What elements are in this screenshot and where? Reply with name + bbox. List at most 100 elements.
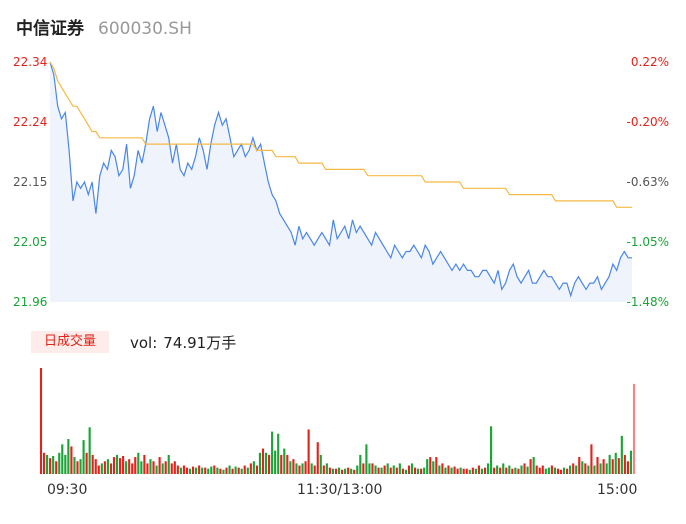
price-line — [49, 61, 632, 298]
volume-bar — [319, 454, 322, 474]
volume-bar — [587, 465, 590, 474]
volume-bar — [371, 463, 374, 474]
volume-bar — [85, 452, 88, 474]
volume-bar — [155, 465, 158, 474]
y-left-tick-4: 21.96 — [13, 295, 48, 309]
volume-bar — [216, 467, 219, 474]
volume-bar — [581, 461, 584, 474]
volume-bar — [316, 442, 319, 474]
volume-bar — [39, 368, 43, 474]
volume-bar — [535, 465, 538, 474]
volume-bar — [310, 463, 313, 474]
volume-bar — [170, 463, 173, 474]
volume-bar — [73, 457, 76, 474]
volume-bar — [438, 465, 441, 474]
volume-bar — [520, 465, 523, 474]
volume-bar — [471, 467, 474, 474]
volume-value: 74.91万手 — [163, 334, 237, 352]
volume-bar — [569, 465, 572, 474]
y-left-tick-1: 22.24 — [13, 115, 48, 129]
average-price-line — [49, 61, 632, 208]
volume-bar — [526, 466, 529, 474]
volume-bar — [264, 452, 268, 474]
volume-bar — [544, 468, 547, 474]
volume-bar — [240, 468, 243, 474]
volume-bar — [377, 467, 380, 474]
volume-bar — [234, 466, 237, 474]
volume-bar — [164, 461, 167, 474]
volume-bar — [134, 457, 137, 474]
volume-bar — [353, 469, 356, 474]
volume-bar — [213, 465, 216, 474]
volume-bar — [125, 461, 128, 474]
volume-bar — [146, 463, 149, 474]
volume-bar — [374, 465, 377, 474]
volume-bar — [389, 467, 392, 474]
volume-bar — [423, 467, 426, 474]
volume-bar — [559, 469, 563, 474]
volume-bar — [198, 465, 201, 474]
volume-bar — [593, 465, 596, 474]
volume-bar — [261, 448, 265, 474]
y-left-tick-0: 22.34 — [13, 55, 48, 69]
volume-bar — [97, 465, 100, 474]
volume-bar — [237, 467, 240, 474]
price-area — [50, 62, 632, 302]
volume-bar — [292, 459, 295, 474]
volume-bar — [392, 465, 395, 474]
stock-header: 中信证券 600030.SH — [16, 14, 192, 39]
volume-bar — [541, 465, 544, 474]
volume-bar — [413, 467, 417, 474]
volume-bar — [486, 463, 490, 474]
volume-bar — [100, 463, 103, 474]
volume-bar — [365, 444, 368, 474]
volume-tab[interactable]: 日成交量 — [31, 331, 109, 353]
volume-bar — [562, 467, 566, 474]
volume-bar — [477, 465, 480, 474]
volume-bar — [128, 459, 131, 474]
volume-bar — [401, 468, 404, 474]
volume-summary: vol: 74.91万手 — [130, 332, 236, 353]
y-right-tick-3: -1.05% — [626, 235, 669, 249]
volume-bar — [538, 467, 541, 474]
volume-bar — [556, 468, 560, 474]
volume-bar — [499, 467, 502, 474]
volume-bar — [109, 463, 113, 474]
volume-bar — [158, 457, 161, 474]
volume-bar — [459, 467, 462, 474]
volume-bar — [119, 458, 122, 474]
volume-bar — [395, 467, 398, 474]
volume-bar — [313, 465, 316, 474]
volume-bar — [79, 459, 82, 474]
volume-bar — [578, 457, 581, 474]
volume-bar — [188, 468, 192, 474]
volume-bar — [255, 465, 258, 474]
volume-bar — [268, 454, 271, 474]
volume-bar — [70, 446, 73, 474]
volume-bar — [626, 461, 629, 474]
volume-bar — [614, 452, 617, 474]
volume-bar — [420, 468, 423, 474]
volume-bar — [617, 458, 620, 474]
volume-bar — [76, 461, 79, 474]
volume-bar — [532, 457, 535, 474]
volume-bar — [112, 457, 116, 474]
volume-bar — [553, 467, 556, 474]
volume-bar — [566, 468, 569, 474]
volume-bar — [106, 459, 109, 474]
volume-bar — [337, 467, 341, 474]
volume-bar — [547, 467, 550, 474]
volume-bar — [322, 465, 325, 474]
volume-bar — [298, 465, 301, 474]
volume-bar — [82, 440, 85, 474]
volume-prefix: vol: — [130, 334, 158, 352]
volume-bar — [91, 454, 94, 474]
volume-bar — [590, 444, 593, 474]
volume-bar — [277, 433, 280, 474]
volume-bar — [295, 463, 298, 474]
volume-bar — [195, 467, 198, 474]
volume-bar — [249, 463, 252, 474]
volume-bar — [243, 465, 246, 474]
volume-bar — [167, 454, 170, 474]
